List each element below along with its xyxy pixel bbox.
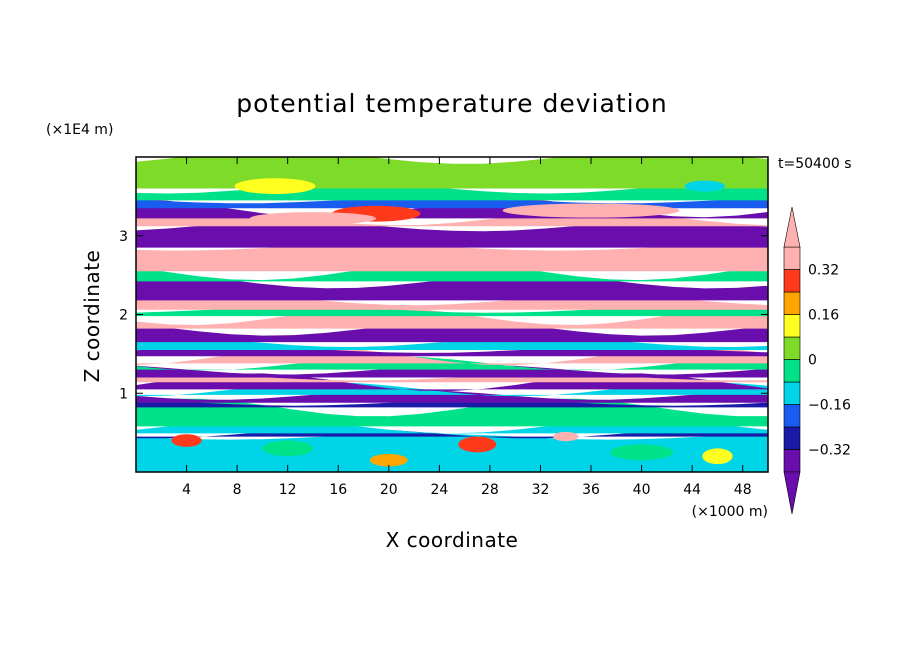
x-tick-label: 48 (734, 482, 752, 498)
field-band (136, 390, 768, 403)
y-axis: 1 2 3 (119, 229, 768, 402)
colorbar-swatch (783, 314, 801, 338)
colorbar-tick-label: −0.32 (808, 443, 851, 459)
y-tick-label: 2 (119, 308, 128, 324)
field-band (136, 307, 768, 329)
field-feature (249, 212, 377, 225)
colorbar-swatch (783, 449, 801, 473)
field-band (136, 399, 768, 408)
field-feature (502, 203, 680, 218)
contour-field (136, 157, 768, 472)
field-band (136, 321, 768, 343)
field-band (136, 262, 768, 282)
field-feature (702, 448, 733, 465)
field-feature (262, 440, 313, 457)
colorbar-tick-label: −0.16 (808, 398, 851, 414)
colorbar-lower-extend (783, 471, 801, 515)
x-tick-label: 40 (633, 482, 651, 498)
colorbar-swatch (783, 426, 801, 450)
field-feature (553, 431, 579, 442)
colorbar-upper-extend (783, 206, 801, 248)
field-band (136, 433, 768, 472)
x-axis: 4 8 12 16 20 24 28 32 36 40 44 48 (182, 157, 752, 498)
x-tick-label: 44 (683, 482, 701, 498)
field-feature (458, 436, 497, 453)
x-tick-label: 8 (233, 482, 242, 498)
colorbar-swatch (783, 246, 801, 270)
y-tick-label: 3 (119, 229, 128, 245)
field-feature (610, 444, 674, 461)
colorbar-swatch (783, 404, 801, 428)
x-tick-label: 36 (582, 482, 600, 498)
field-feature (369, 453, 408, 467)
y-axis-label: Z coordinate (80, 250, 104, 383)
x-tick-label: 32 (532, 482, 550, 498)
field-band (136, 244, 768, 272)
colorbar-tick-label: 0.16 (808, 308, 839, 324)
field-feature (171, 434, 202, 447)
colorbar-tick-label: 0.32 (808, 263, 839, 279)
time-label: t=50400 s (778, 156, 852, 172)
colorbar-swatch (783, 291, 801, 315)
x-tick-label: 24 (430, 482, 448, 498)
x-tick-label: 20 (380, 482, 398, 498)
x-axis-label: X coordinate (386, 528, 519, 552)
colorbar-swatch (783, 269, 801, 293)
x-tick-label: 16 (329, 482, 347, 498)
x-unit-label: (×1000 m) (692, 504, 768, 520)
x-tick-label: 12 (279, 482, 297, 498)
colorbar-swatch (783, 381, 801, 405)
colorbar-swatch (783, 336, 801, 360)
field-band (136, 221, 768, 248)
chart-title: potential temperature deviation (236, 89, 667, 118)
field-feature (684, 180, 726, 192)
field-band (136, 364, 768, 378)
x-tick-label: 4 (182, 482, 191, 498)
colorbar-tick-label: 0 (808, 353, 817, 369)
y-tick-label: 1 (119, 386, 128, 402)
y-unit-label: (×1E4 m) (46, 122, 113, 138)
colorbar-swatch (783, 359, 801, 383)
field-feature (234, 178, 316, 195)
colorbar: 0.32 0.16 0 −0.16 −0.32 (783, 206, 851, 515)
field-band (136, 157, 768, 189)
x-tick-label: 28 (481, 482, 499, 498)
